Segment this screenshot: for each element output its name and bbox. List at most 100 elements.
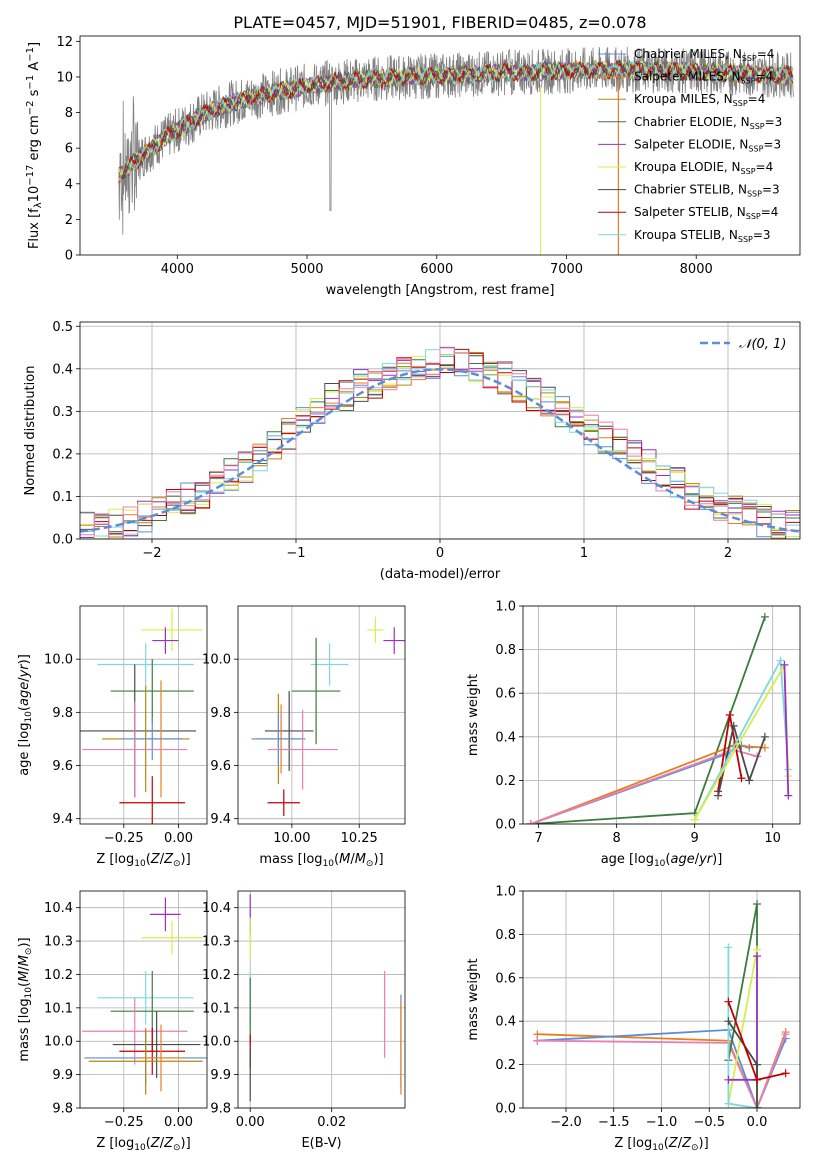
errorbar-point (152, 627, 179, 654)
errorbar-group (82, 897, 207, 1095)
mass-weight-marker (714, 791, 723, 800)
x-axis-label: Z [log10(Z/Z⊙)] (614, 1136, 708, 1153)
errorbar-point (139, 1024, 183, 1092)
model-spectrum (118, 58, 794, 182)
errorbar-point (310, 643, 349, 686)
mass-weight-marker (753, 1075, 762, 1084)
x-tick-label: 5000 (290, 262, 323, 277)
y-axis-label: mass weight (466, 674, 481, 756)
y-tick-label: 10.0 (44, 653, 73, 668)
legend-entry: Kroupa ELODIE, NSSP=4 (634, 160, 773, 176)
y-axis-label: age [log10(age/yr)] (17, 654, 34, 776)
y-tick-label: 0.3 (52, 405, 73, 420)
normal-curve (80, 368, 800, 533)
mass-weight-marker (724, 1075, 733, 1084)
mass-weight-marker (526, 820, 535, 824)
legend-entry: Kroupa MILES, NSSP=4 (634, 92, 765, 108)
y-tick-label: 9.6 (210, 759, 231, 774)
mass-weight-marker (781, 1030, 790, 1039)
errorbar-point (291, 637, 341, 745)
y-tick-label: 10.0 (202, 653, 231, 668)
axes-frame (237, 605, 406, 825)
y-tick-label: 10.0 (202, 1035, 231, 1050)
x-tick-label: 10.25 (341, 831, 378, 846)
mass-weight-marker (745, 743, 754, 752)
y-tick-label: 0.2 (495, 774, 516, 789)
y-axis-label: Normed distribution (23, 366, 38, 496)
y-tick-label: 10.3 (202, 935, 231, 950)
x-tick-label: 4000 (161, 262, 194, 277)
y-tick-label: 9.4 (52, 812, 73, 827)
x-axis-label: mass [log10(M/M⊙)] (259, 852, 383, 869)
axes-frame (79, 321, 801, 540)
mass-weight-marker (776, 656, 785, 665)
errorbar-point (119, 776, 186, 824)
y-tick-label: 10.1 (44, 1001, 73, 1016)
x-tick-label: 0.0 (747, 1115, 768, 1130)
x-tick-label: 1 (580, 546, 588, 561)
mass-weight-marker (724, 1017, 733, 1026)
y-tick-label: 10.4 (202, 901, 231, 916)
y-tick-label: 1.0 (495, 885, 516, 900)
y-tick-label: 10.0 (44, 1035, 73, 1050)
legend-entry: Salpeter ELODIE, NSSP=3 (634, 137, 781, 153)
y-tick-label: 9.9 (210, 1068, 231, 1083)
y-tick-label: 0.2 (52, 447, 73, 462)
mass-weight-marker (724, 997, 733, 1006)
errorbar-point (251, 712, 306, 766)
x-tick-label: 0.00 (164, 1115, 193, 1130)
mass-weight-marker (753, 900, 762, 909)
errorbar-point (110, 659, 194, 723)
legend-entry: Salpeter MILES, NSSP=4 (634, 70, 773, 86)
mass-weight-marker (760, 612, 769, 621)
y-tick-label: 8 (65, 106, 73, 121)
x-axis-label: Z [log10(Z/Z⊙)] (96, 852, 190, 869)
x-tick-label: −0.25 (104, 1115, 144, 1130)
y-tick-label: 12 (56, 35, 73, 50)
x-axis-label: (data-model)/error (380, 567, 501, 582)
y-tick-label: 0.8 (495, 928, 516, 943)
mass-weight-marker (760, 743, 769, 752)
x-tick-label: −1.5 (598, 1115, 630, 1130)
plots-layer: 4000 5000 6000 7000 8000024681012wavelength … (17, 35, 801, 1153)
y-tick-label: 0.0 (52, 533, 73, 548)
spectrum-group (118, 46, 794, 255)
y-tick-label: 9.8 (210, 1102, 231, 1117)
axes-frame (79, 35, 801, 256)
x-tick-label: 0 (436, 546, 444, 561)
y-axis-label: mass [log10(M/M⊙)] (17, 937, 34, 1061)
mass-weight-marker (784, 791, 793, 800)
x-axis-label: wavelength [Angstrom, rest frame] (326, 283, 555, 298)
x-tick-label: −1 (286, 546, 305, 561)
x-tick-label: 0.00 (236, 1115, 265, 1130)
y-tick-label: 9.8 (210, 706, 231, 721)
y-tick-label: 1.0 (495, 600, 516, 615)
errorbar-point (264, 691, 314, 771)
errorbar-point (121, 717, 183, 761)
x-tick-label: 9 (691, 831, 699, 846)
y-tick-label: 9.8 (52, 1102, 73, 1117)
x-tick-label: −0.5 (693, 1115, 725, 1130)
mass-weight-marker (724, 1099, 733, 1108)
y-tick-label: 0.1 (52, 490, 73, 505)
x-tick-label: −2.0 (550, 1115, 582, 1130)
y-tick-label: 9.9 (52, 1068, 73, 1083)
errorbar-point (82, 997, 188, 1065)
x-tick-label: 2 (724, 546, 732, 561)
errorbar-point (88, 1027, 203, 1095)
mass-weight-marker (729, 721, 738, 730)
y-tick-label: 0.4 (495, 1015, 516, 1030)
errorbar-group (80, 608, 203, 824)
y-tick-label: 4 (65, 177, 73, 192)
y-tick-label: 10.1 (202, 1001, 231, 1016)
legend-entry: Salpeter STELIB, NSSP=4 (634, 205, 778, 221)
errorbar-point (141, 921, 203, 955)
model-spectrum (118, 60, 794, 176)
axes-frame (79, 890, 208, 1109)
errorbar-point (97, 643, 194, 686)
legend-entry: Kroupa STELIB, NSSP=3 (634, 228, 771, 244)
y-axis-label: mass weight (466, 958, 481, 1040)
errorbar-point (82, 701, 188, 798)
x-tick-label: 7000 (550, 262, 583, 277)
